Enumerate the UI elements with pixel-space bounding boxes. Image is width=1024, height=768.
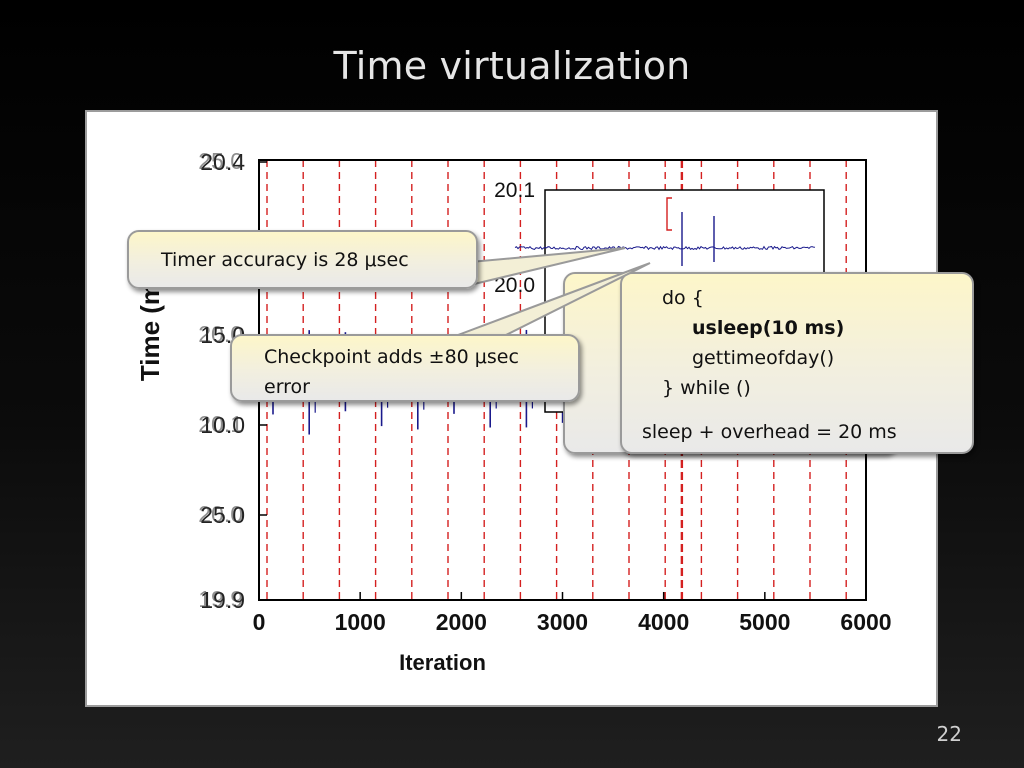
y-tick-label-ghost: 25.0 xyxy=(198,148,243,174)
code-line-while: } while () xyxy=(662,377,751,399)
checkpoint-callout: Checkpoint adds ±80 μsec error xyxy=(230,334,580,402)
code-line-usleep: usleep(10 ms) xyxy=(692,317,845,339)
timer-callout-text: Timer accuracy is 28 μsec xyxy=(161,249,409,271)
y-tick-label: 20.4 xyxy=(200,149,245,175)
checkpoint-callout-text: Checkpoint adds ±80 μsec error xyxy=(264,346,519,398)
x-tick-label: 3000 xyxy=(537,609,588,635)
code-line-do: do { xyxy=(662,287,704,309)
inset-y-tick-label: 20.0 xyxy=(494,274,535,297)
x-tick-label: 2000 xyxy=(436,609,487,635)
slide-title: Time virtualization xyxy=(333,44,691,88)
inset-y-tick-label: 20.1 xyxy=(494,179,535,202)
y-tick-label: 19.9 xyxy=(200,587,245,613)
x-axis-label: Iteration xyxy=(399,650,486,675)
code-footer: sleep + overhead = 20 ms xyxy=(642,421,897,443)
timer-callout: Timer accuracy is 28 μsec xyxy=(127,230,478,289)
y-tick-label-ghost: 20.0 xyxy=(198,501,243,527)
code-line-gettimeofday: gettimeofday() xyxy=(692,347,835,369)
y-tick-label-ghost: 19.9 xyxy=(198,586,243,612)
y-tick-label: 25.0 xyxy=(200,502,245,528)
x-tick-label: 5000 xyxy=(739,609,790,635)
y-tick-label-ghost: 20.1 xyxy=(198,411,243,437)
code-callout: do { usleep(10 ms) gettimeofday() } whil… xyxy=(620,272,974,454)
x-tick-label: 0 xyxy=(253,609,266,635)
x-tick-label: 1000 xyxy=(335,609,386,635)
inset-bracket xyxy=(666,197,672,231)
x-tick-label: 6000 xyxy=(840,609,891,635)
y-tick-label: 10.0 xyxy=(200,412,245,438)
slide-number: 22 xyxy=(936,722,962,746)
x-tick-label: 4000 xyxy=(638,609,689,635)
